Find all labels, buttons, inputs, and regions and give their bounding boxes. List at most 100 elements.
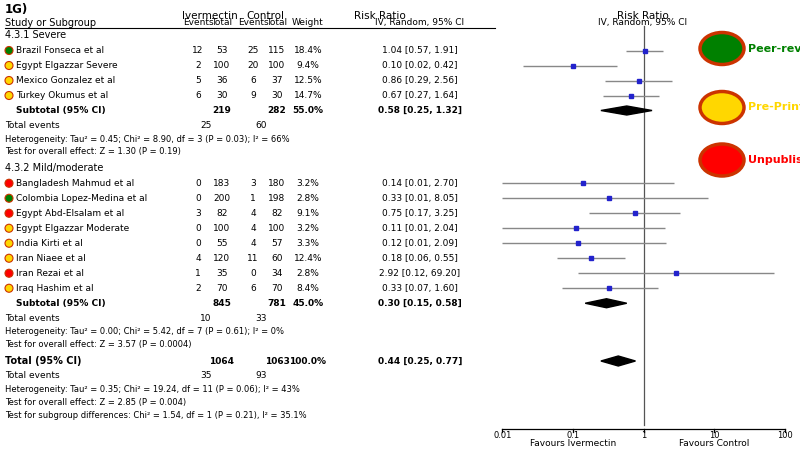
Text: 20: 20	[247, 61, 258, 70]
Circle shape	[5, 46, 13, 54]
Text: 6: 6	[195, 91, 201, 100]
Text: 0.33 [0.01, 8.05]: 0.33 [0.01, 8.05]	[382, 194, 458, 203]
Text: 0.75 [0.17, 3.25]: 0.75 [0.17, 3.25]	[382, 209, 458, 218]
Text: Test for overall effect: Z = 3.57 (P = 0.0004): Test for overall effect: Z = 3.57 (P = 0…	[5, 340, 191, 349]
Text: 3.2%: 3.2%	[297, 179, 319, 188]
Text: 18.4%: 18.4%	[294, 46, 322, 55]
Text: 0.58 [0.25, 1.32]: 0.58 [0.25, 1.32]	[378, 106, 462, 115]
Text: Total: Total	[266, 18, 287, 27]
Circle shape	[5, 269, 13, 277]
Text: 219: 219	[213, 106, 231, 115]
Text: 0.86 [0.29, 2.56]: 0.86 [0.29, 2.56]	[382, 76, 458, 85]
Text: 57: 57	[271, 239, 282, 248]
Text: Pre-Print: Pre-Print	[748, 103, 800, 112]
Text: 100: 100	[268, 224, 286, 233]
Text: 1063: 1063	[265, 356, 290, 365]
Text: 3.2%: 3.2%	[297, 224, 319, 233]
Ellipse shape	[700, 91, 744, 123]
Text: 55.0%: 55.0%	[293, 106, 323, 115]
Text: 14.7%: 14.7%	[294, 91, 322, 100]
Text: 0.44 [0.25, 0.77]: 0.44 [0.25, 0.77]	[378, 356, 462, 365]
Text: 4.3.1 Severe: 4.3.1 Severe	[5, 31, 66, 40]
Text: 180: 180	[268, 179, 286, 188]
Text: 2.92 [0.12, 69.20]: 2.92 [0.12, 69.20]	[379, 269, 461, 278]
Text: 3: 3	[250, 179, 256, 188]
Text: Egypt Elgazzar Moderate: Egypt Elgazzar Moderate	[16, 224, 130, 233]
Text: Heterogeneity: Tau² = 0.45; Chi² = 8.90, df = 3 (P = 0.03); I² = 66%: Heterogeneity: Tau² = 0.45; Chi² = 8.90,…	[5, 135, 290, 144]
Text: 60: 60	[271, 254, 282, 263]
Text: 100: 100	[777, 432, 793, 441]
Text: Iran Niaee et al: Iran Niaee et al	[16, 254, 86, 263]
Text: 4: 4	[195, 254, 201, 263]
Circle shape	[5, 194, 13, 202]
Circle shape	[5, 76, 13, 85]
Text: 4: 4	[250, 239, 256, 248]
Text: 12.4%: 12.4%	[294, 254, 322, 263]
Text: Favours Ivermectin: Favours Ivermectin	[530, 438, 616, 447]
Text: 53: 53	[216, 46, 228, 55]
Text: 3.3%: 3.3%	[297, 239, 319, 248]
Text: 100.0%: 100.0%	[290, 356, 326, 365]
Text: 0.01: 0.01	[493, 432, 511, 441]
Text: 0.1: 0.1	[566, 432, 579, 441]
Text: Subtotal (95% CI): Subtotal (95% CI)	[16, 106, 106, 115]
Text: Bangladesh Mahmud et al: Bangladesh Mahmud et al	[16, 179, 134, 188]
Text: 30: 30	[216, 91, 228, 100]
Text: 37: 37	[271, 76, 282, 85]
Text: Risk Ratio: Risk Ratio	[354, 11, 406, 21]
Text: Unpublished: Unpublished	[748, 155, 800, 165]
Text: Ivermectin: Ivermectin	[182, 11, 238, 21]
Text: Test for overall effect: Z = 2.85 (P = 0.004): Test for overall effect: Z = 2.85 (P = 0…	[5, 398, 186, 407]
Text: 0.18 [0.06, 0.55]: 0.18 [0.06, 0.55]	[382, 254, 458, 263]
Text: Study or Subgroup: Study or Subgroup	[5, 18, 96, 28]
Circle shape	[5, 209, 13, 217]
Text: 70: 70	[216, 284, 228, 293]
Text: 1: 1	[195, 269, 201, 278]
Text: Events: Events	[238, 18, 268, 27]
Text: 0: 0	[195, 239, 201, 248]
Text: 198: 198	[268, 194, 286, 203]
Text: Iraq Hashim et al: Iraq Hashim et al	[16, 284, 94, 293]
Text: 282: 282	[268, 106, 286, 115]
Text: 1.04 [0.57, 1.91]: 1.04 [0.57, 1.91]	[382, 46, 458, 55]
Text: 100: 100	[214, 61, 230, 70]
Text: 5: 5	[195, 76, 201, 85]
Text: Egypt Elgazzar Severe: Egypt Elgazzar Severe	[16, 61, 118, 70]
Text: Events: Events	[182, 18, 214, 27]
Text: 60: 60	[255, 121, 266, 130]
Text: Colombia Lopez-Medina et al: Colombia Lopez-Medina et al	[16, 194, 147, 203]
Text: 100: 100	[214, 224, 230, 233]
Text: Test for subgroup differences: Chi² = 1.54, df = 1 (P = 0.21), I² = 35.1%: Test for subgroup differences: Chi² = 1.…	[5, 410, 306, 419]
Text: 82: 82	[271, 209, 282, 218]
Text: 120: 120	[214, 254, 230, 263]
Text: 200: 200	[214, 194, 230, 203]
Circle shape	[5, 239, 13, 247]
Text: 0: 0	[195, 194, 201, 203]
Text: 45.0%: 45.0%	[293, 299, 323, 308]
Text: 25: 25	[200, 121, 212, 130]
Text: Weight: Weight	[292, 18, 324, 27]
Text: 36: 36	[216, 76, 228, 85]
Text: 70: 70	[271, 284, 282, 293]
Text: Total events: Total events	[5, 121, 60, 130]
Text: Total events: Total events	[5, 314, 60, 323]
Text: 82: 82	[216, 209, 228, 218]
Text: IV, Random, 95% CI: IV, Random, 95% CI	[598, 18, 687, 27]
Text: 6: 6	[250, 284, 256, 293]
Text: Peer-reviewed: Peer-reviewed	[748, 44, 800, 54]
Circle shape	[5, 254, 13, 262]
Text: 35: 35	[216, 269, 228, 278]
Text: Risk Ratio: Risk Ratio	[617, 11, 669, 21]
Text: 2: 2	[195, 284, 201, 293]
Text: 0.12 [0.01, 2.09]: 0.12 [0.01, 2.09]	[382, 239, 458, 248]
Text: 100: 100	[268, 61, 286, 70]
Text: Mexico Gonzalez et al: Mexico Gonzalez et al	[16, 76, 115, 85]
Text: 0.11 [0.01, 2.04]: 0.11 [0.01, 2.04]	[382, 224, 458, 233]
Text: India Kirti et al: India Kirti et al	[16, 239, 82, 248]
Text: 1: 1	[641, 432, 646, 441]
Text: 4: 4	[250, 209, 256, 218]
Text: Total events: Total events	[5, 372, 60, 381]
Text: 34: 34	[271, 269, 282, 278]
Ellipse shape	[700, 32, 744, 64]
Text: 9.4%: 9.4%	[297, 61, 319, 70]
